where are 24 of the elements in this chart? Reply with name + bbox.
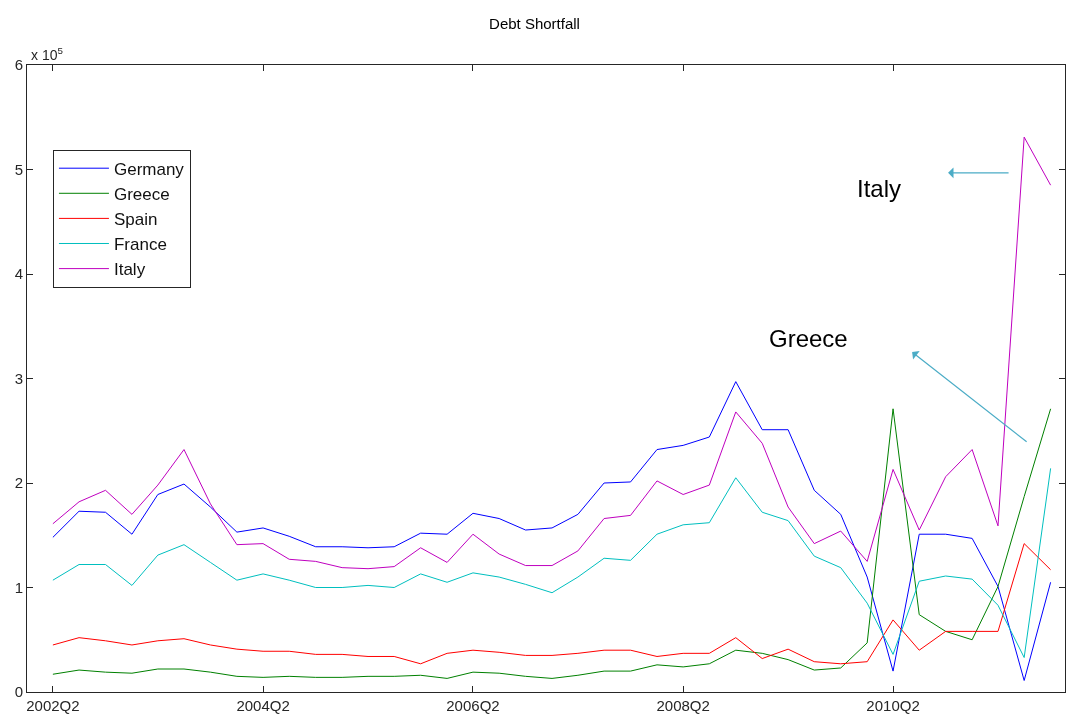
- legend-label: Spain: [113, 210, 158, 230]
- annotation: Italy: [857, 175, 902, 202]
- legend-label: Germany: [113, 159, 185, 179]
- line-series: [52, 136, 1052, 570]
- y-tick-label: 3: [14, 369, 23, 387]
- y-tick-label: 4: [14, 265, 23, 283]
- y-tick-label: 6: [14, 56, 23, 74]
- line-series: [52, 467, 1052, 659]
- chart-title: Debt Shortfall: [489, 14, 580, 32]
- x-tick-label: 2002Q2: [26, 697, 80, 714]
- x-tick-label: 2010Q2: [866, 697, 920, 714]
- y-tick-label: 5: [14, 160, 23, 178]
- legend-label: Italy: [113, 260, 146, 280]
- x-tick-label: 2006Q2: [446, 697, 500, 714]
- x-tick-label: 2004Q2: [236, 697, 290, 714]
- line-series: [52, 543, 1052, 665]
- y-tick-label: 1: [14, 578, 23, 596]
- annotation: Greece: [769, 325, 848, 352]
- y-tick-label: 2: [14, 474, 23, 492]
- y-tick-label: 0: [14, 683, 23, 701]
- text: x 10$^{5}$: [31, 45, 64, 63]
- legend-label: Greece: [113, 184, 170, 204]
- legend-label: France: [113, 235, 167, 255]
- x-tick-label: 2008Q2: [656, 697, 710, 714]
